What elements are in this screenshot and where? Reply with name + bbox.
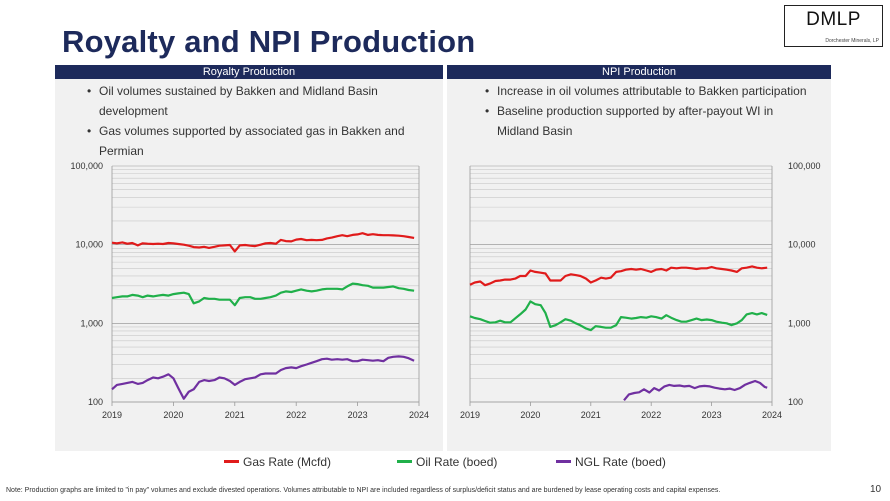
legend-oil: Oil Rate (boed)	[397, 454, 497, 470]
series-line-ngl	[111, 355, 415, 400]
legend-gas-swatch	[224, 460, 239, 464]
bullet-item: Oil volumes sustained by Bakken and Midl…	[85, 81, 405, 101]
legend-gas: Gas Rate (Mcfd)	[224, 454, 331, 470]
y-tick-label: 10,000	[75, 240, 103, 250]
x-tick-label: 2020	[163, 410, 183, 420]
royalty-panel-header: Royalty Production	[55, 65, 443, 79]
series-line-ngl	[623, 379, 768, 402]
x-tick-label: 2023	[702, 410, 722, 420]
legend-ngl-swatch	[556, 460, 571, 464]
legend-oil-label: Oil Rate (boed)	[416, 455, 498, 469]
y-tick-label: 100,000	[70, 161, 103, 171]
x-tick-label: 2024	[762, 410, 782, 420]
y-tick-label: 100	[88, 397, 103, 407]
page-number: 10	[870, 484, 882, 495]
npi-bullets: Increase in oil volumes attributable to …	[483, 81, 807, 141]
npi-panel-header: NPI Production	[447, 65, 831, 79]
series-line-oil	[469, 300, 768, 332]
logo-text: DMLP	[806, 9, 861, 30]
footnote: Note: Production graphs are limited to "…	[6, 487, 721, 494]
bullet-continuation: Permian	[99, 144, 144, 158]
x-tick-label: 2021	[225, 410, 245, 420]
x-tick-label: 2022	[286, 410, 306, 420]
x-tick-label: 2019	[102, 410, 122, 420]
series-line-gas	[469, 265, 768, 287]
series-line-oil	[111, 282, 415, 307]
y-tick-label: 1,000	[788, 318, 811, 328]
bullet-continuation: development	[99, 104, 168, 118]
series-line-gas	[111, 232, 415, 253]
bullet-item: Baseline production supported by after-p…	[483, 101, 807, 121]
bullet-item: Gas volumes supported by associated gas …	[85, 121, 405, 141]
legend-gas-label: Gas Rate (Mcfd)	[243, 455, 332, 469]
npi-panel: NPI Production Increase in oil volumes a…	[447, 65, 831, 451]
legend-ngl-label: NGL Rate (boed)	[575, 455, 666, 469]
x-tick-label: 2022	[641, 410, 661, 420]
x-tick-label: 2020	[520, 410, 540, 420]
royalty-bullets: Oil volumes sustained by Bakken and Midl…	[85, 81, 405, 161]
page-title: Royalty and NPI Production	[62, 24, 476, 59]
company-logo: DMLP Dorchester Minerals, LP	[784, 5, 883, 47]
y-tick-label: 100	[788, 397, 803, 407]
x-tick-label: 2019	[460, 410, 480, 420]
bullet-continuation: Midland Basin	[497, 124, 573, 138]
logo-subtext: Dorchester Minerals, LP	[825, 38, 879, 44]
x-tick-label: 2023	[348, 410, 368, 420]
y-tick-label: 100,000	[788, 161, 821, 171]
y-tick-label: 10,000	[788, 240, 816, 250]
y-tick-label: 1,000	[80, 318, 103, 328]
x-tick-label: 2024	[409, 410, 429, 420]
chart-legend: Gas Rate (Mcfd) Oil Rate (boed) NGL Rate…	[0, 454, 890, 472]
x-tick-label: 2021	[581, 410, 601, 420]
royalty-panel: Royalty Production Oil volumes sustained…	[55, 65, 443, 451]
bullet-item: Increase in oil volumes attributable to …	[483, 81, 807, 101]
legend-ngl: NGL Rate (boed)	[556, 454, 666, 470]
legend-oil-swatch	[397, 460, 412, 464]
